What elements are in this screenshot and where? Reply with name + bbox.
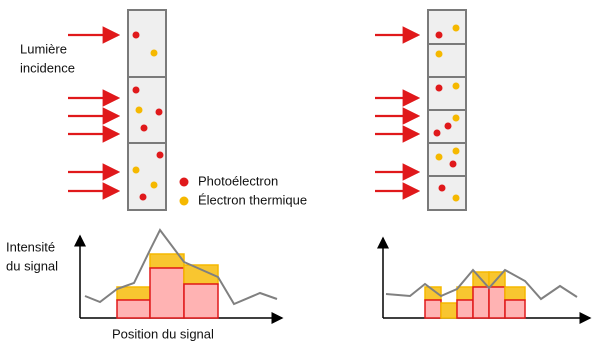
thermal-bar <box>440 302 458 319</box>
x-axis-label: Position du signal <box>112 326 214 341</box>
thermal-bar <box>504 286 526 301</box>
photoelectron-bar <box>424 299 442 319</box>
light-label: Lumière <box>20 41 67 56</box>
signal-line <box>84 228 278 306</box>
photoelectron-bar <box>488 286 506 319</box>
y-axis-label: Intensité <box>6 239 55 254</box>
left-sensor <box>68 9 167 211</box>
y-axis-label: du signal <box>6 258 58 273</box>
right-sensor <box>375 9 467 211</box>
photoelectron-bar <box>149 267 185 319</box>
thermal-bar <box>116 286 151 301</box>
photoelectron-bar <box>472 286 490 319</box>
photoelectron-bar <box>504 299 526 319</box>
photoelectron-bar <box>183 283 219 319</box>
light-label: incidence <box>20 60 75 75</box>
legend-label: Électron thermique <box>198 192 307 207</box>
plots <box>84 228 578 319</box>
legend-label: Photoélectron <box>198 173 278 188</box>
signal-line <box>385 268 578 301</box>
photoelectron-bar <box>116 299 151 319</box>
photoelectron-bar <box>456 299 474 319</box>
thermal-bar <box>456 286 474 301</box>
